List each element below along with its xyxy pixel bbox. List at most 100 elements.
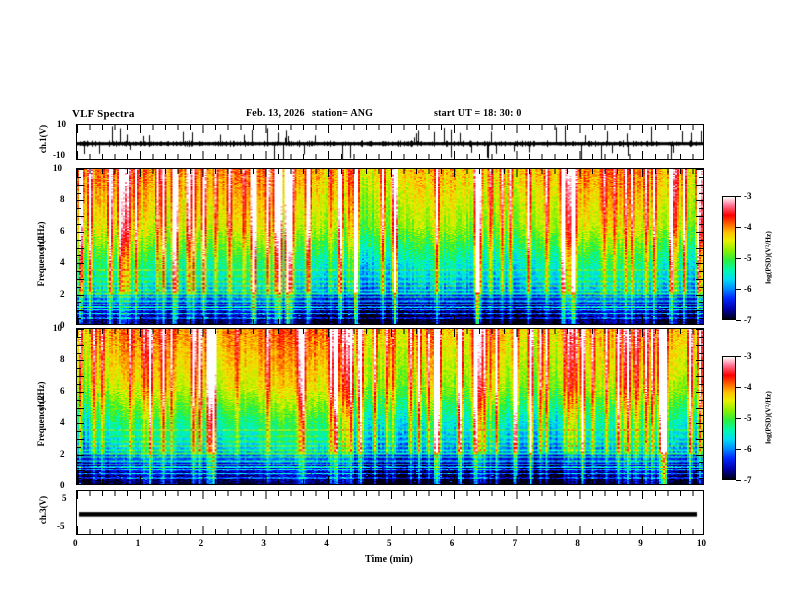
ch1-colorbar-ticks bbox=[736, 196, 742, 321]
freq-tickmark bbox=[77, 223, 81, 225]
freq-tickmark bbox=[699, 462, 703, 464]
freq-tickmark bbox=[77, 415, 81, 417]
x-tick-9: 9 bbox=[638, 538, 643, 548]
freq-tickmark bbox=[77, 169, 84, 170]
freq-tickmark bbox=[77, 376, 84, 378]
ch3-timeseries-panel bbox=[76, 490, 704, 535]
figure-date: Feb. 13, 2026 bbox=[246, 108, 305, 119]
figure-title: VLF Spectra bbox=[72, 108, 135, 120]
ch2-colorbar-title: log(PSD)(V²/Hz) bbox=[763, 391, 773, 444]
freq-tickmark bbox=[699, 302, 703, 304]
figure-header: VLF Spectra Feb. 13, 2026 station= ANG s… bbox=[0, 108, 792, 122]
colorbar-tick--4: -4 bbox=[744, 222, 752, 232]
freq-tickmark bbox=[77, 470, 84, 472]
ch2-sp-xticks-top-major bbox=[77, 329, 703, 337]
freq-tickmark bbox=[699, 368, 703, 370]
station-label: station= ANG bbox=[312, 108, 374, 119]
ch2-frequency-axis-label-line2: Frequency (kHz) bbox=[36, 381, 46, 447]
freq-tickmark bbox=[77, 310, 84, 312]
ch1-freq-tick-2: 2 bbox=[60, 288, 65, 299]
ch3-ytick-pos5: 5 bbox=[62, 493, 67, 503]
freq-tickmark bbox=[77, 184, 84, 186]
freq-tickmark bbox=[77, 329, 84, 330]
ch1-colorbar-gradient bbox=[722, 196, 736, 320]
freq-tickmark bbox=[696, 184, 703, 186]
freq-tickmark bbox=[77, 278, 84, 280]
x-tick-4: 4 bbox=[324, 538, 329, 548]
freq-tickmark bbox=[696, 454, 703, 456]
freq-tickmark bbox=[696, 200, 703, 202]
colorbar-tickmark bbox=[736, 356, 741, 357]
colorbar-tickmark bbox=[736, 258, 741, 259]
freq-tickmark bbox=[696, 310, 703, 312]
freq-tickmark bbox=[699, 336, 703, 338]
ch3-ytick-neg5: -5 bbox=[57, 521, 65, 531]
colorbar-tickmark bbox=[736, 196, 741, 197]
freq-tickmark bbox=[696, 169, 703, 170]
colorbar-tickmark bbox=[736, 449, 741, 450]
colorbar-tickmark bbox=[736, 289, 741, 290]
freq-tickmark bbox=[77, 352, 81, 354]
ch1-colorbar-title: log(PSD)(V²/Hz) bbox=[763, 231, 773, 284]
freq-tickmark bbox=[696, 438, 703, 440]
colorbar-tick--6: -6 bbox=[744, 444, 752, 454]
ch2-colorbar-gradient bbox=[722, 356, 736, 480]
colorbar-tickmark bbox=[736, 418, 741, 419]
freq-tickmark bbox=[699, 176, 703, 178]
ch2-sp-xticks-bot-major bbox=[77, 476, 703, 484]
freq-tickmark bbox=[77, 286, 81, 288]
ch2-spectrogram-image bbox=[77, 329, 703, 484]
x-tick-6: 6 bbox=[449, 538, 455, 548]
freq-tickmark bbox=[77, 368, 81, 370]
ch1-freq-tick-6: 6 bbox=[60, 225, 65, 236]
ch3-ts-xticks-bot-major bbox=[77, 526, 703, 534]
freq-tickmark bbox=[696, 231, 703, 233]
ch3-voltage-axis-label: ch.3(V) bbox=[38, 495, 48, 525]
freq-tickmark bbox=[77, 478, 81, 480]
colorbar-tick--6: -6 bbox=[744, 284, 752, 294]
colorbar-tick--5: -5 bbox=[744, 413, 752, 423]
ch1-sp-xticks-top-major bbox=[77, 169, 703, 177]
colorbar-tick--4: -4 bbox=[744, 382, 752, 392]
ch2-colorbar-ticks bbox=[736, 356, 742, 481]
ch1-ts-xticks-top-major bbox=[77, 125, 703, 133]
freq-tickmark bbox=[77, 423, 84, 425]
freq-tickmark bbox=[696, 344, 703, 346]
ch2-freq-tick-2: 2 bbox=[60, 448, 65, 459]
freq-tickmark bbox=[696, 423, 703, 425]
freq-tickmark bbox=[77, 231, 84, 233]
ch3-ts-xticks-top-major bbox=[77, 491, 703, 499]
ch2-spectrogram-panel bbox=[76, 328, 704, 485]
freq-tickmark bbox=[77, 247, 84, 249]
ch1-sp-xticks-bot-major bbox=[77, 316, 703, 324]
ch1-spectrogram-image bbox=[77, 169, 703, 324]
ch1-frequency-axis-label-line2: Frequency (kHz) bbox=[36, 221, 46, 287]
x-tick-0: 0 bbox=[73, 538, 78, 548]
freq-tickmark bbox=[696, 360, 703, 362]
freq-tickmark bbox=[77, 454, 84, 456]
freq-tickmark bbox=[699, 318, 703, 320]
freq-tickmark bbox=[699, 239, 703, 241]
freq-tickmark bbox=[696, 247, 703, 249]
colorbar-tickmark bbox=[736, 227, 741, 228]
colorbar-tickmark bbox=[736, 320, 741, 321]
freq-tickmark bbox=[699, 383, 703, 385]
x-tick-7: 7 bbox=[512, 538, 518, 548]
freq-tickmark bbox=[77, 263, 84, 265]
freq-tickmark bbox=[77, 216, 84, 218]
ch1-sp-yticks-right bbox=[696, 169, 703, 324]
freq-tickmark bbox=[699, 415, 703, 417]
freq-tickmark bbox=[699, 192, 703, 194]
freq-tickmark bbox=[77, 336, 81, 338]
ch1-spectrogram-panel bbox=[76, 168, 704, 325]
freq-tickmark bbox=[77, 255, 81, 257]
freq-tickmark bbox=[696, 407, 703, 409]
freq-tickmark bbox=[699, 271, 703, 273]
freq-tickmark bbox=[77, 407, 84, 409]
colorbar-tick--5: -5 bbox=[744, 253, 752, 263]
freq-tickmark bbox=[696, 376, 703, 378]
freq-tickmark bbox=[699, 399, 703, 401]
freq-tickmark bbox=[77, 438, 84, 440]
freq-tickmark bbox=[77, 271, 81, 273]
